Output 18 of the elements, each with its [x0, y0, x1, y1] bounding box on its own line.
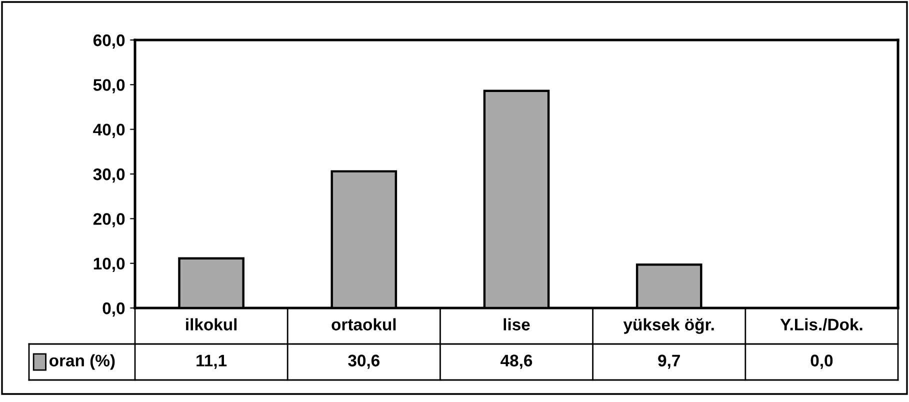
y-tick-label: 40,0 [93, 124, 125, 138]
data-label: 48,6 [500, 354, 532, 369]
y-tick-label: 20,0 [93, 213, 125, 228]
y-tick-label: 30,0 [93, 168, 125, 183]
y-tick-label: 0,0 [102, 302, 125, 317]
legend-label: oran (%) [49, 354, 115, 370]
data-label: 0,0 [810, 354, 833, 369]
x-tick-label: ortaokul [332, 318, 396, 330]
x-tick-label: ilkokul [186, 318, 237, 330]
x-tick-label: lise [504, 318, 530, 330]
data-label: 9,7 [658, 354, 680, 369]
data-label: 11,1 [196, 354, 227, 369]
x-tick-label: yüksek öğr. [623, 318, 714, 334]
y-tick-label: 60,0 [93, 34, 125, 49]
y-tick-label: 50,0 [93, 79, 125, 94]
data-label: 30,6 [348, 354, 380, 369]
x-tick-label: Y.Lis./Dok. [780, 318, 862, 331]
y-tick-label: 10,0 [94, 258, 125, 272]
